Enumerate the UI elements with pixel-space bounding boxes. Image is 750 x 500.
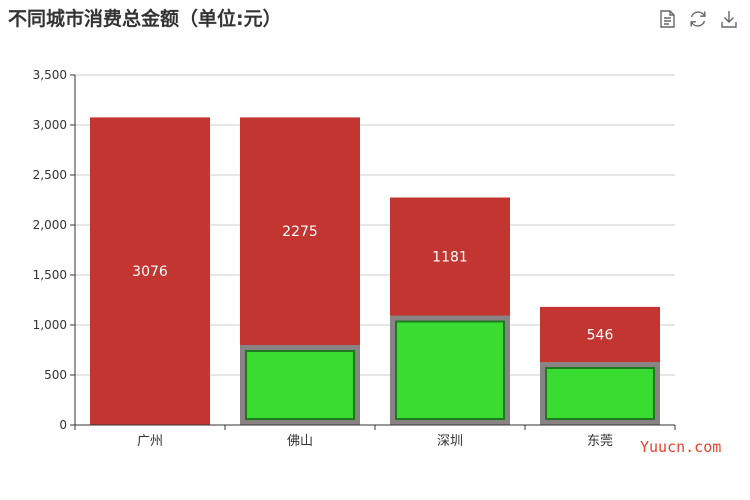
x-tick-label: 深圳 <box>437 434 463 449</box>
chart-title: 不同城市消费总金额（单位:元） <box>8 8 282 30</box>
y-tick-label: 2,000 <box>33 218 67 232</box>
x-tick-label: 广州 <box>137 434 163 449</box>
bar-green-inner-border <box>545 367 655 420</box>
x-tick-label: 东莞 <box>587 434 613 449</box>
y-tick-label: 1,000 <box>33 318 67 332</box>
x-tick-label: 佛山 <box>287 434 313 449</box>
y-tick-label: 3,000 <box>33 118 67 132</box>
restore-icon[interactable] <box>687 8 709 30</box>
data-view-icon[interactable] <box>656 8 678 30</box>
bar-red <box>90 117 210 426</box>
bar-green <box>390 315 510 425</box>
data-label: 3076 <box>132 264 168 280</box>
y-tick-label: 1,500 <box>33 268 67 282</box>
bar-green-inner-border <box>245 350 355 420</box>
bar-green <box>540 362 660 425</box>
y-tick-label: 2,500 <box>33 168 67 182</box>
toolbox <box>656 8 740 30</box>
save-image-icon[interactable] <box>718 8 740 30</box>
data-label: 2275 <box>282 224 318 240</box>
y-tick-label: 3,500 <box>33 68 67 82</box>
y-tick-label: 0 <box>59 418 67 432</box>
data-label: 1181 <box>432 250 468 266</box>
data-label: 546 <box>587 327 614 343</box>
bar-green <box>240 345 360 425</box>
watermark: Yuucn.com <box>640 438 722 456</box>
y-tick-label: 500 <box>44 368 67 382</box>
bar-green-inner-border <box>395 320 505 420</box>
